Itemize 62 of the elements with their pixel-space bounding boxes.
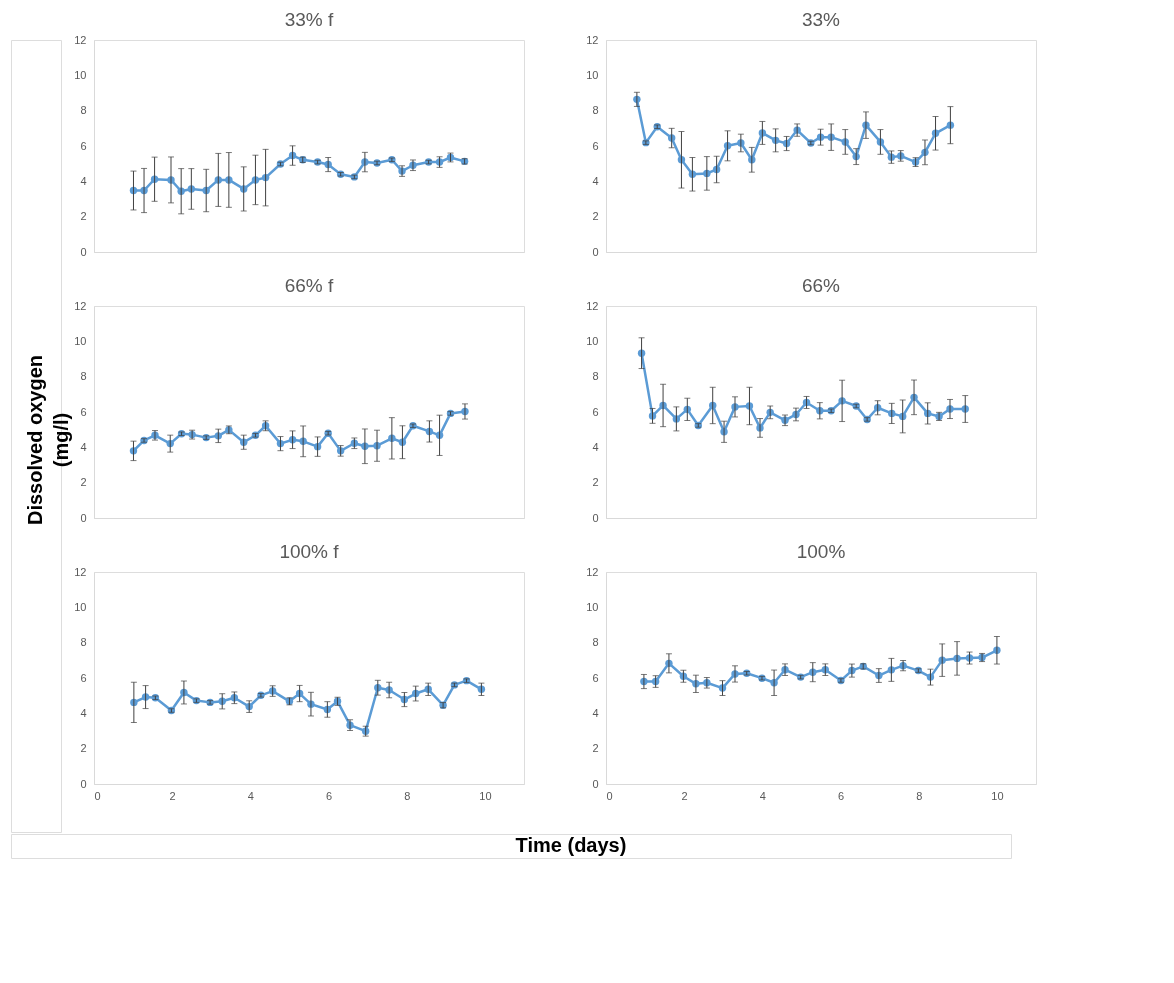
y-tick-label: 2 (80, 210, 87, 223)
y-tick-label: 6 (592, 139, 599, 152)
y-tick-label: 8 (592, 636, 599, 649)
y-tick-label: 12 (586, 299, 599, 312)
y-tick-label: 4 (80, 706, 87, 719)
chart-title: 66% (801, 275, 841, 296)
y-tick-label: 4 (592, 174, 599, 187)
y-tick-label: 12 (74, 565, 87, 578)
y-tick-label: 8 (80, 104, 87, 117)
chart-title: 33% (801, 9, 841, 30)
y-tick-label: 2 (592, 742, 599, 755)
y-tick-label: 0 (592, 245, 599, 258)
y-tick-label: 2 (80, 476, 87, 489)
y-tick-label: 0 (80, 511, 87, 524)
x-tick-label: 10 (479, 789, 492, 802)
y-tick-label: 4 (592, 706, 599, 719)
y-tick-label: 2 (592, 210, 599, 223)
y-tick-label: 0 (80, 245, 87, 258)
y-tick-label: 12 (586, 565, 599, 578)
y-tick-label: 10 (586, 334, 599, 347)
x-tick-label: 6 (837, 789, 845, 802)
y-tick-label: 12 (586, 33, 599, 46)
chart-title: 100% f (279, 541, 340, 562)
y-tick-label: 2 (592, 476, 599, 489)
y-tick-label: 6 (592, 405, 599, 418)
y-tick-label: 10 (74, 68, 87, 81)
y-tick-label: 6 (592, 671, 599, 684)
y-tick-label: 0 (592, 777, 599, 790)
x-tick-label: 8 (916, 789, 923, 802)
y-tick-label: 12 (74, 299, 87, 312)
y-tick-label: 10 (586, 600, 599, 613)
y-tick-label: 4 (80, 440, 87, 453)
x-tick-label: 6 (325, 789, 333, 802)
x-tick-label: 0 (606, 789, 613, 802)
y-tick-label: 10 (74, 334, 87, 347)
x-tick-label: 2 (169, 789, 176, 802)
y-tick-label: 8 (80, 370, 87, 383)
y-tick-label: 12 (74, 33, 87, 46)
x-axis-title: Time (days) (515, 834, 627, 856)
x-tick-label: 4 (759, 789, 766, 802)
x-tick-label: 2 (681, 789, 688, 802)
y-tick-label: 10 (74, 600, 87, 613)
chart-title: 66% f (284, 275, 335, 296)
y-tick-label: 6 (80, 671, 87, 684)
y-tick-label: 0 (80, 777, 87, 790)
y-tick-label: 4 (80, 174, 87, 187)
y-tick-label: 6 (80, 405, 87, 418)
y-axis-title: Dissolved oxygen (mg/l) (24, 354, 72, 526)
y-tick-label: 2 (80, 742, 87, 755)
y-tick-label: 8 (592, 104, 599, 117)
y-tick-label: 10 (586, 68, 599, 81)
x-tick-label: 4 (247, 789, 254, 802)
y-tick-label: 8 (592, 370, 599, 383)
x-tick-label: 10 (991, 789, 1004, 802)
y-tick-label: 0 (592, 511, 599, 524)
chart-title: 100% (796, 541, 846, 562)
y-tick-label: 6 (80, 139, 87, 152)
x-tick-label: 0 (94, 789, 101, 802)
chart-title: 33% f (284, 9, 335, 30)
y-tick-label: 4 (592, 440, 599, 453)
y-tick-label: 8 (80, 636, 87, 649)
x-tick-label: 8 (404, 789, 411, 802)
